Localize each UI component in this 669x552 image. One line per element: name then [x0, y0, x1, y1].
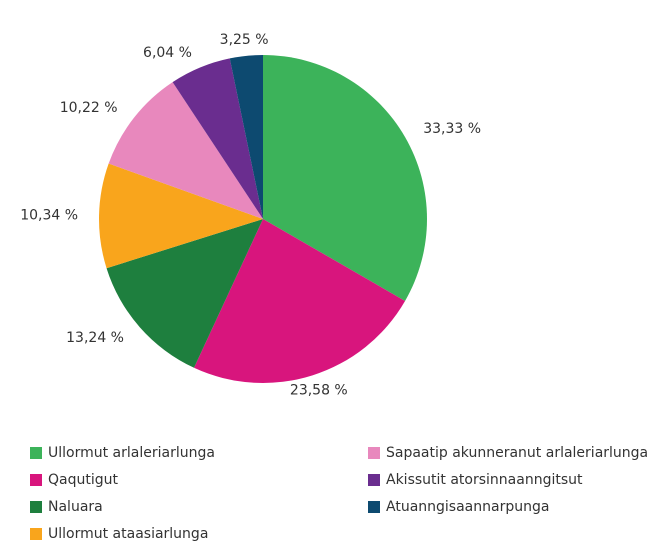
legend-swatch [368, 447, 380, 459]
legend-swatch [30, 501, 42, 513]
pie-slice [172, 58, 263, 220]
legend-label: Atuanngisaannarpunga [386, 499, 549, 515]
pie-slice [194, 219, 406, 383]
data-label: 23,58 % [290, 383, 348, 399]
data-label: 6,04 % [143, 45, 192, 61]
pie-slice [263, 55, 428, 301]
legend-label: Qaqutigut [48, 472, 118, 488]
pie-slice [108, 82, 264, 219]
data-label: 10,34 % [20, 207, 78, 223]
legend-swatch [30, 528, 42, 540]
legend-label: Ullormut ataasiarlunga [48, 526, 208, 542]
legend-label: Akissutit atorsinnaanngitsut [386, 472, 583, 488]
legend-label: Naluara [48, 499, 103, 515]
legend-label: Sapaatip akunneranut arlaleriarlunga [386, 445, 648, 461]
pie-slice [99, 163, 263, 269]
legend-swatch [368, 474, 380, 486]
data-label: 33,33 % [423, 121, 481, 137]
pie-slice [106, 219, 263, 368]
legend-swatch [30, 447, 42, 459]
legend-swatch [30, 474, 42, 486]
data-label: 13,24 % [66, 330, 124, 346]
data-label: 10,22 % [60, 100, 118, 116]
pie-slice [229, 55, 263, 219]
legend-label: Ullormut arlaleriarlunga [48, 445, 215, 461]
data-label: 3,25 % [220, 32, 269, 48]
legend-swatch [368, 501, 380, 513]
